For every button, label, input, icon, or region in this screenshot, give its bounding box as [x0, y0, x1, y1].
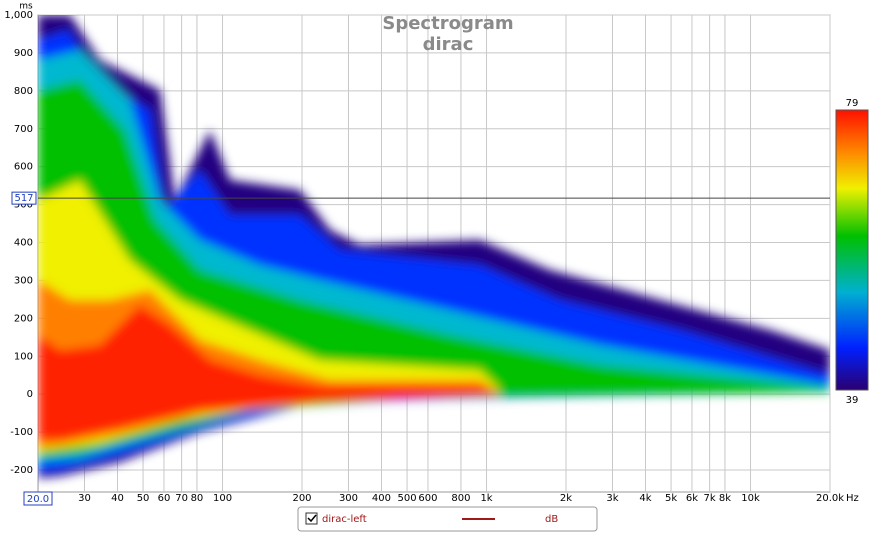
x-tick-label: 7k [704, 493, 716, 504]
y-tick-label: 400 [14, 238, 33, 249]
x-tick-label: 200 [292, 493, 311, 504]
chart-subtitle: dirac [423, 34, 474, 55]
x-tick-label: 500 [398, 493, 417, 504]
chart-title: Spectrogram [382, 13, 513, 34]
x-tick-label: 5k [665, 493, 677, 504]
x-tick-label: 1k [480, 493, 492, 504]
check-mark [307, 514, 317, 523]
legend-box [297, 506, 598, 532]
y-tick-label: 300 [14, 275, 33, 286]
y-unit: ms [19, 2, 33, 12]
x-tick-label: 4k [639, 493, 651, 504]
heatmap [38, 15, 830, 478]
y-tick-label: -100 [10, 427, 33, 438]
color-max: 79 [846, 98, 859, 109]
x-tick-label: 2k [560, 493, 572, 504]
x-tick-label: 6k [686, 493, 698, 504]
x-tick-label: 400 [372, 493, 391, 504]
y-tick-label: -200 [10, 465, 33, 476]
cursor-x-label: 20.0 [27, 494, 49, 505]
x-tick-label: 3k [606, 493, 618, 504]
y-tick-label: 900 [14, 48, 33, 59]
x-tick-label: 600 [418, 493, 437, 504]
x-tick-label: 10k [741, 493, 760, 504]
x-tick-label: 70 [175, 493, 188, 504]
x-tick-label: 50 [137, 493, 150, 504]
y-tick-label: 800 [14, 86, 33, 97]
cursor-y-box [11, 191, 37, 205]
legend-label: dirac-left [322, 514, 367, 525]
legend-unit: dB [545, 514, 558, 525]
x-unit: Hz [846, 493, 859, 504]
checkbox[interactable] [305, 512, 318, 525]
x-tick-label: 8k [719, 493, 731, 504]
y-tick-label: 100 [14, 351, 33, 362]
x-tick-label: 80 [191, 493, 204, 504]
cursor-x-box [23, 491, 53, 506]
x-tick-label: 300 [339, 493, 358, 504]
y-tick-label: 200 [14, 313, 33, 324]
legend: dirac-left dB [297, 506, 598, 532]
y-tick-label: 0 [27, 389, 33, 400]
y-tick-label: 700 [14, 124, 33, 135]
y-tick-label: 500 [14, 200, 33, 211]
x-tick-label: 60 [158, 493, 171, 504]
color-min: 39 [846, 395, 859, 406]
x-tick-label: 20.0k [816, 493, 844, 504]
color-bar [835, 109, 869, 391]
x-tick-label: 40 [111, 493, 124, 504]
x-tick-label: 800 [451, 493, 470, 504]
x-tick-label: 100 [213, 493, 232, 504]
cursor-y-label: 517 [14, 193, 33, 204]
y-tick-label: 600 [14, 162, 33, 173]
y-tick-label: 1,000 [4, 10, 33, 21]
x-tick-label: 30 [78, 493, 91, 504]
